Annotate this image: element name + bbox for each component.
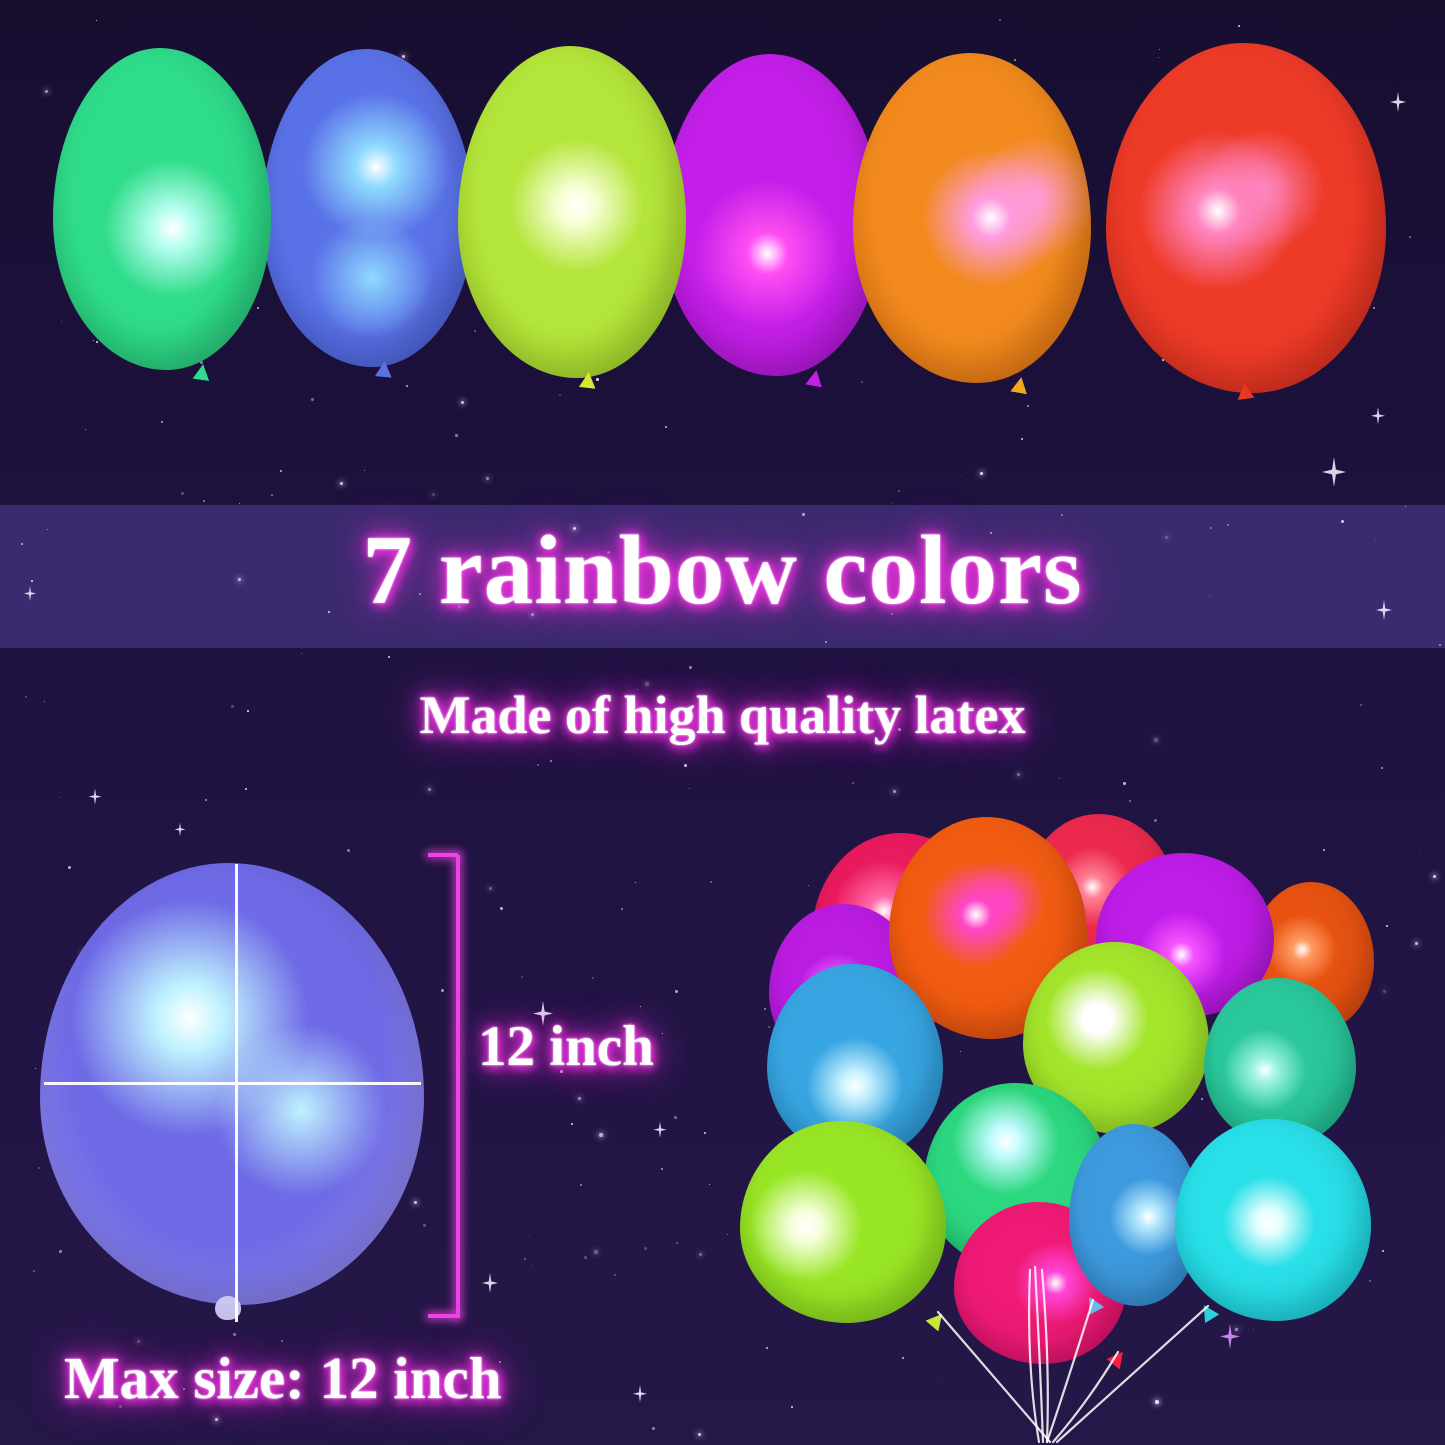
top-orange-balloon [853,53,1091,383]
diameter-horizontal-line [44,1082,421,1085]
size-label: 12 inch [478,1015,654,1078]
headline: 7 rainbow colors [362,516,1083,625]
top-lime-green-balloon [458,46,686,378]
height-bracket-line [456,855,460,1318]
top-red-balloon [1106,43,1386,393]
diameter-vertical-line [235,864,238,1322]
subheadline: Made of high quality latex [419,685,1026,745]
height-bracket-bottom-tick [428,1314,458,1318]
bunch-teal-green-balloon [1204,978,1356,1146]
bunch-lime-front-balloon [740,1121,946,1323]
max-size-caption: Max size: 12 inch [64,1345,502,1411]
top-blue-balloon [262,49,474,367]
top-green-balloon [53,48,271,370]
headline-band [0,505,1445,648]
height-bracket-top-tick [428,853,458,857]
top-magenta-balloon [662,54,882,376]
bunch-cyan-front-balloon [1175,1119,1371,1321]
